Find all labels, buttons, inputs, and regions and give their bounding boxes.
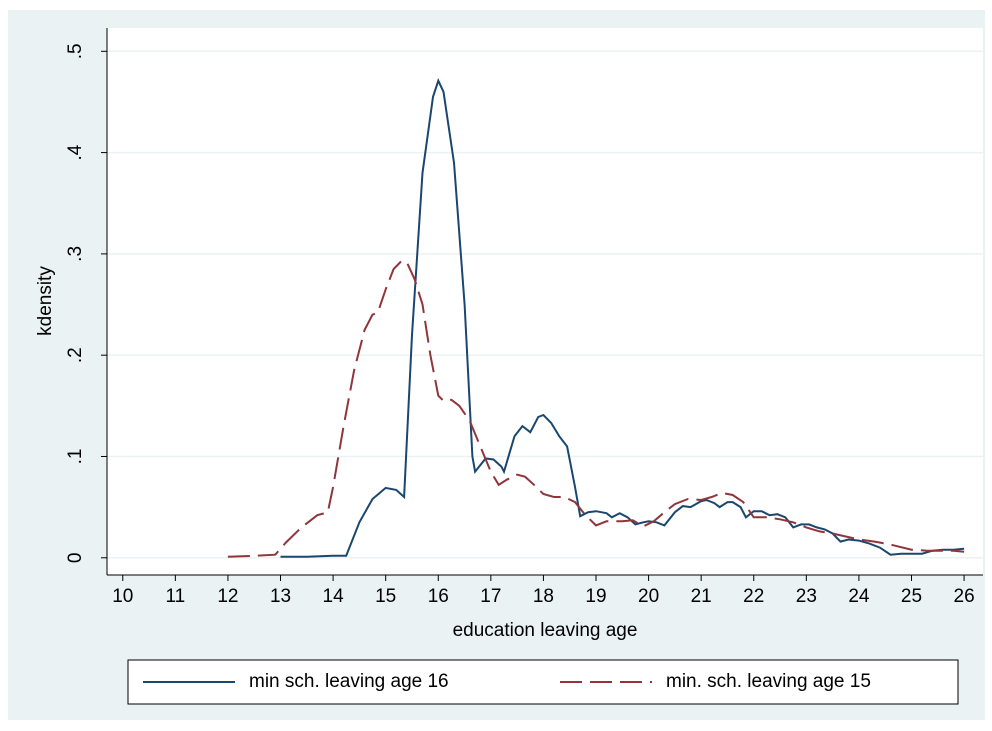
legend-label: min sch. leaving age 16 [249, 671, 449, 692]
x-tick-label: 26 [954, 586, 975, 607]
y-tick-label: .3 [65, 246, 86, 262]
x-tick-label: 12 [217, 586, 238, 607]
plot-background [107, 28, 983, 575]
x-tick-label: 17 [480, 586, 501, 607]
x-tick-label: 11 [165, 586, 185, 607]
x-tick-label: 22 [743, 586, 764, 607]
x-tick-label: 23 [796, 586, 817, 607]
x-tick-label: 16 [428, 586, 449, 607]
legend-label: min. sch. leaving age 15 [666, 671, 871, 692]
y-tick-label: .2 [65, 347, 86, 363]
x-tick-label: 14 [323, 586, 345, 607]
x-tick-label: 15 [375, 586, 396, 607]
x-tick-label: 20 [638, 586, 659, 607]
x-axis-label: education leaving age [453, 620, 638, 641]
x-tick-label: 13 [270, 586, 291, 607]
y-tick-label: .4 [65, 144, 86, 160]
y-tick-label: .1 [65, 449, 86, 465]
y-axis-label: kdensity [35, 266, 56, 336]
legend [127, 659, 959, 705]
y-tick-label: 0 [65, 552, 86, 563]
series-line [280, 77, 965, 558]
x-tick-label: 10 [112, 586, 133, 607]
x-tick-label: 24 [848, 586, 870, 607]
x-tick-label: 25 [901, 586, 922, 607]
y-tick-label: .5 [65, 43, 86, 59]
x-tick-label: 19 [585, 586, 606, 607]
series-line [227, 259, 965, 558]
x-tick-label: 21 [691, 586, 712, 607]
x-tick-label: 18 [533, 586, 554, 607]
